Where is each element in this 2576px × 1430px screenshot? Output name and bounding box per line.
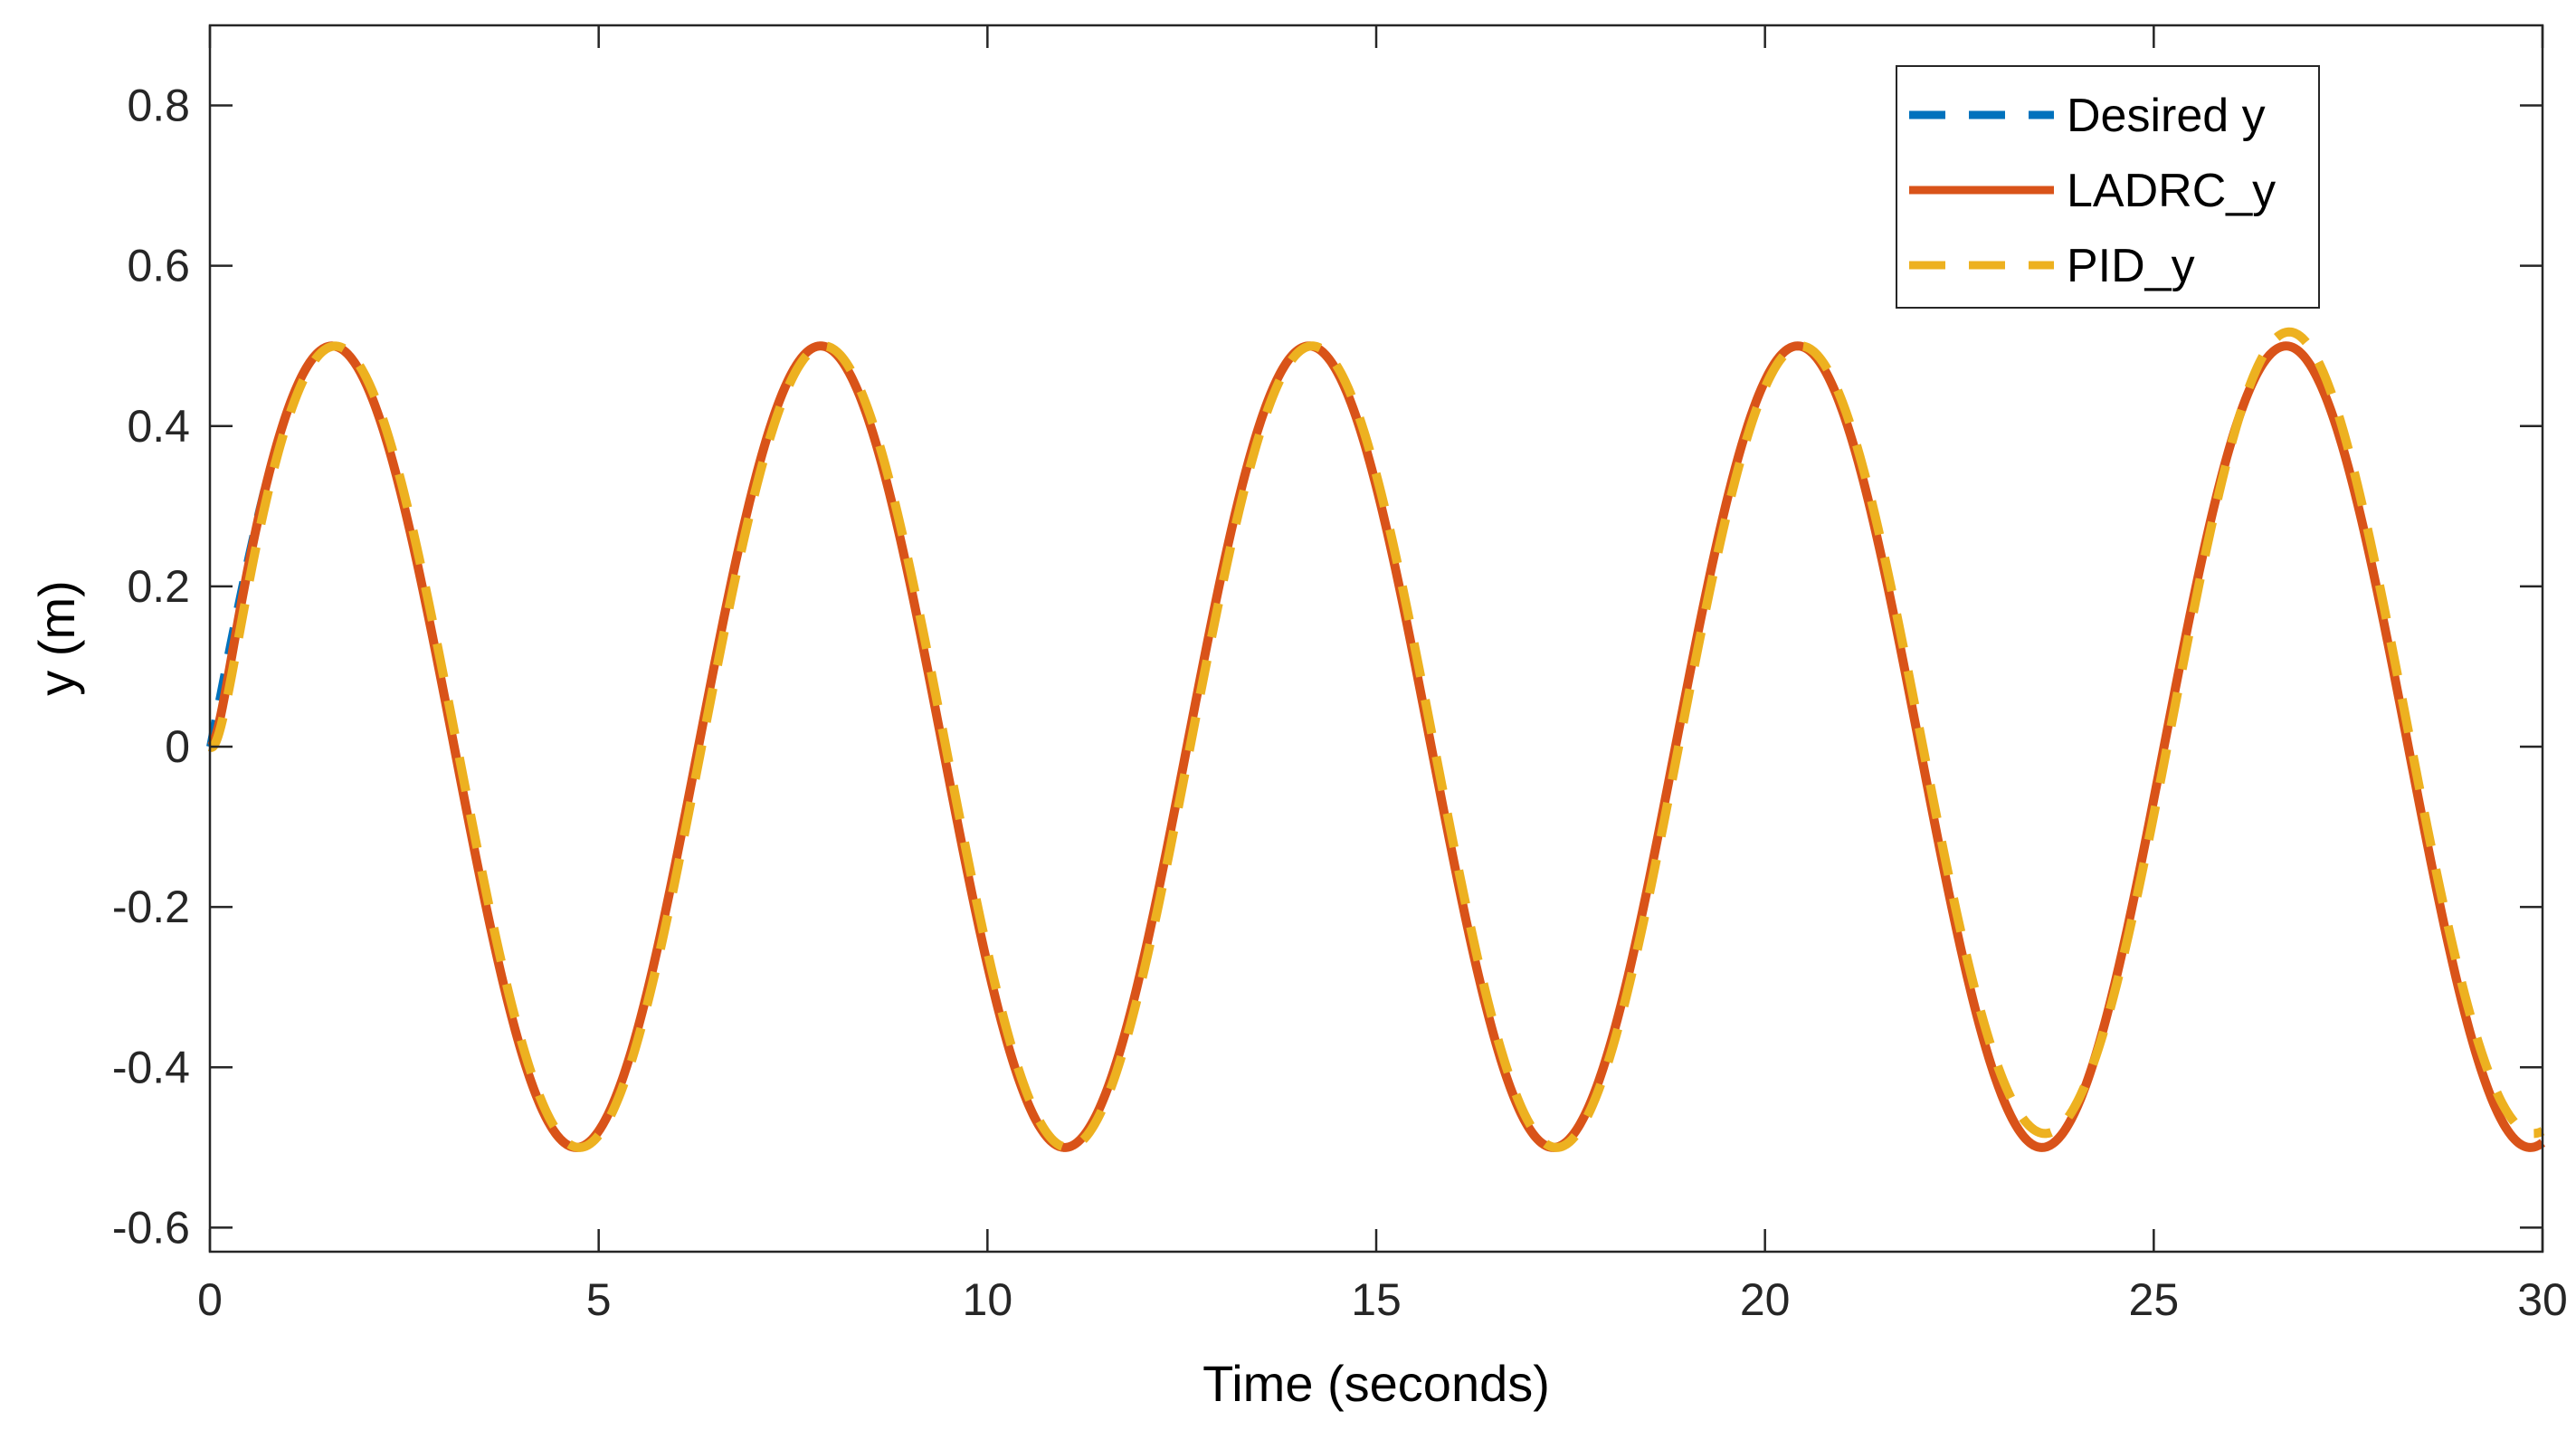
x-axis-title: Time (seconds) xyxy=(1202,1355,1550,1412)
x-tick-label: 15 xyxy=(1351,1274,1402,1325)
legend-label-ladrc-y: LADRC_y xyxy=(2067,165,2276,217)
y-axis: 0.8 0.6 0.4 0.2 0 -0.2 -0.4 -0.6 xyxy=(112,81,2543,1253)
y-tick-label: 0.4 xyxy=(127,401,190,452)
x-tick-label: 5 xyxy=(586,1274,612,1325)
y-tick-label: 0.8 xyxy=(127,81,190,131)
y-tick-label: 0 xyxy=(165,721,190,772)
x-tick-label: 25 xyxy=(2129,1274,2180,1325)
legend: Desired y LADRC_y PID_y xyxy=(1896,65,2320,309)
y-tick-label: 0.6 xyxy=(127,241,190,291)
y-tick-label: 0.2 xyxy=(127,561,190,612)
x-axis: 0 5 10 15 20 25 30 xyxy=(197,25,2568,1325)
y-tick-label: -0.4 xyxy=(112,1042,190,1092)
x-tick-label: 10 xyxy=(963,1274,1013,1325)
y-tick-label: -0.6 xyxy=(112,1202,190,1253)
y-axis-title: y (m) xyxy=(28,580,85,696)
x-tick-label: 20 xyxy=(1740,1274,1791,1325)
series-layer xyxy=(206,327,2546,1152)
series-line-pid-y xyxy=(206,327,2546,1152)
y-tick-label: -0.2 xyxy=(112,882,190,932)
legend-label-desired-y: Desired y xyxy=(2067,90,2266,142)
x-tick-label: 30 xyxy=(2517,1274,2568,1325)
legend-label-pid-y: PID_y xyxy=(2067,240,2195,292)
x-tick-label: 0 xyxy=(197,1274,223,1325)
